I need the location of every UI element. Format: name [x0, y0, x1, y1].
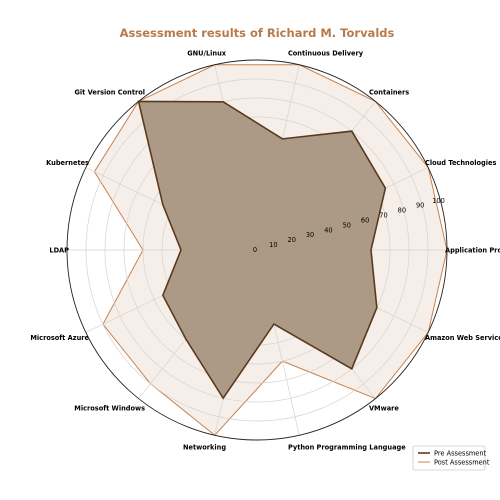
radial-tick-label: 40 [324, 226, 332, 234]
category-label: VMware [369, 404, 399, 412]
chart-title: Assessment results of Richard M. Torvald… [120, 26, 395, 40]
radial-tick-label: 10 [269, 241, 277, 249]
radial-tick-label: 70 [379, 212, 387, 220]
category-label: LDAP [49, 247, 69, 255]
legend: Pre Assessment Post Assessment [412, 445, 490, 471]
category-label: Containers [369, 89, 409, 97]
radial-tick-label: 80 [398, 207, 406, 215]
category-label: Amazon Web Services [425, 334, 500, 342]
category-label: Microsoft Azure [30, 334, 89, 342]
category-label: Microsoft Windows [74, 404, 145, 412]
radial-tick-label: 30 [306, 231, 314, 239]
category-label: Continuous Delivery [288, 50, 364, 58]
radial-tick-label: 50 [343, 221, 351, 229]
outer-circle [66, 59, 448, 441]
category-label: Cloud Technologies [425, 159, 497, 167]
legend-box [412, 445, 486, 471]
category-label: Kubernetes [46, 159, 89, 167]
category-labels: Application Programming Interfaces Cloud … [30, 50, 500, 452]
category-label: Networking [183, 443, 226, 451]
legend-label-pre-assessment: Pre Assessment [434, 450, 487, 458]
category-label: GNU/Linux [187, 50, 227, 58]
radial-tick-labels: 0 10 20 30 40 50 60 70 80 90 100 [253, 197, 445, 254]
radial-tick-label: 90 [416, 202, 424, 210]
radial-tick-label: 60 [361, 216, 369, 224]
category-label: Python Programming Language [288, 443, 406, 451]
radial-tick-label: 20 [288, 236, 296, 244]
outer-circle-layer [66, 59, 448, 441]
pre-assessment-area [137, 100, 387, 400]
category-label: Git Version Control [74, 89, 145, 97]
radial-tick-label: 100 [432, 197, 445, 205]
category-label: Application Programming Interfaces [445, 247, 500, 255]
pre-assessment-area-layer [137, 100, 387, 400]
legend-label-post-assessment: Post Assessment [434, 459, 490, 467]
radial-tick-label: 0 [253, 246, 257, 254]
